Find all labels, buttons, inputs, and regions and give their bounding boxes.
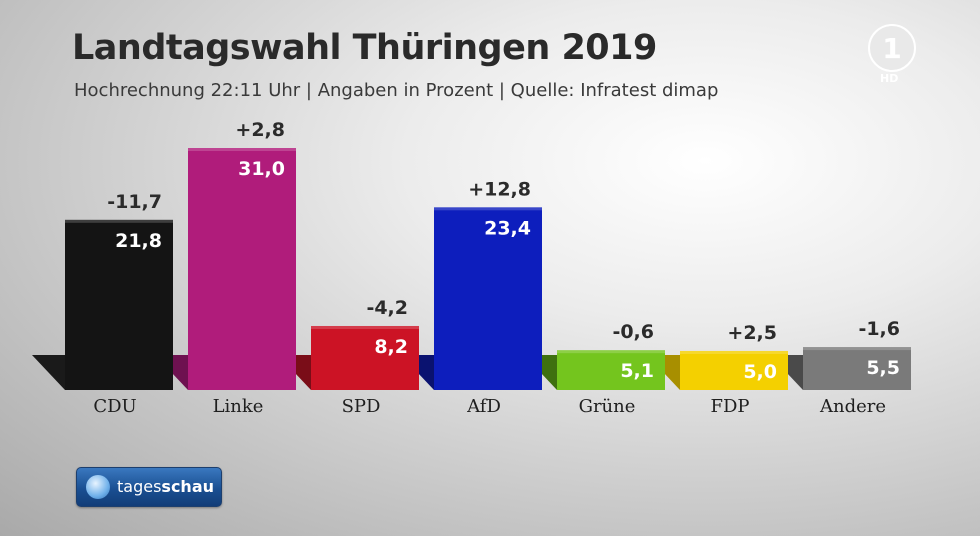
data-label: 23,4 bbox=[484, 217, 531, 239]
bar bbox=[557, 350, 665, 390]
data-label: 8,2 bbox=[374, 336, 408, 358]
category-label: Andere bbox=[819, 396, 886, 417]
bar bbox=[65, 219, 173, 390]
bar-top-highlight bbox=[434, 207, 542, 211]
globe-icon bbox=[86, 475, 110, 499]
das-erste-logo: 1 HD bbox=[862, 22, 922, 88]
das-erste-icon: 1 bbox=[868, 24, 916, 72]
bar bbox=[434, 207, 542, 390]
change-label: -4,2 bbox=[366, 297, 408, 319]
category-label: SPD bbox=[342, 396, 381, 417]
change-label: -1,6 bbox=[858, 318, 900, 340]
data-label: 21,8 bbox=[115, 230, 162, 252]
change-label: +2,5 bbox=[727, 322, 777, 344]
category-label: AfD bbox=[466, 396, 501, 417]
bar bbox=[803, 347, 911, 390]
change-label: +12,8 bbox=[468, 178, 531, 200]
change-label: -0,6 bbox=[612, 321, 654, 343]
data-label: 31,0 bbox=[238, 158, 285, 180]
das-erste-numeral: 1 bbox=[882, 32, 901, 65]
change-label: +2,8 bbox=[235, 119, 285, 141]
chart-title: Landtagswahl Thüringen 2019 bbox=[72, 28, 657, 68]
data-label: 5,5 bbox=[866, 357, 900, 379]
bar bbox=[311, 325, 419, 390]
bar-floor-side bbox=[32, 355, 65, 390]
bar-top-highlight bbox=[680, 350, 788, 354]
bar-top-highlight bbox=[311, 325, 419, 329]
bar-top-highlight bbox=[65, 219, 173, 223]
category-label: FDP bbox=[710, 396, 749, 417]
data-label: 5,1 bbox=[620, 360, 654, 382]
data-label: 5,0 bbox=[743, 361, 777, 383]
tagesschau-logo: tagesschau bbox=[76, 467, 222, 507]
hd-label: HD bbox=[880, 72, 899, 85]
bar-top-highlight bbox=[557, 350, 665, 354]
chart-subtitle: Hochrechnung 22:11 Uhr | Angaben in Proz… bbox=[74, 80, 719, 101]
change-label: -11,7 bbox=[107, 191, 162, 213]
bar bbox=[188, 148, 296, 390]
brand-name: tagesschau bbox=[117, 477, 215, 496]
category-label: CDU bbox=[93, 396, 136, 417]
category-label: Linke bbox=[213, 396, 264, 417]
bar-top-highlight bbox=[803, 347, 911, 351]
category-label: Grüne bbox=[579, 396, 636, 417]
bar bbox=[680, 350, 788, 390]
bar-top-highlight bbox=[188, 148, 296, 151]
